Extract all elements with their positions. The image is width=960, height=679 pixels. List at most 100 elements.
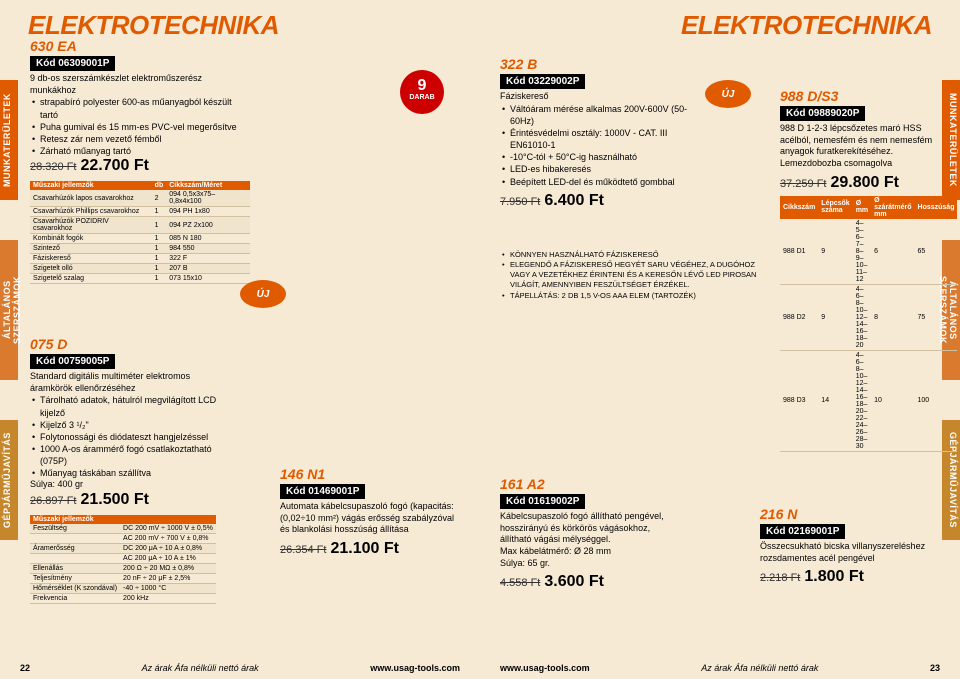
- td: AC 200 μA ÷ 10 A ± 1%: [120, 554, 216, 564]
- tab-r1: MUNKATERÜLETEK: [942, 80, 960, 200]
- td: 984 550: [166, 244, 250, 254]
- p630-b2: Puha gumival és 15 mm-es PVC-vel megerős…: [32, 121, 250, 133]
- td: Csavarhúzók lapos csavarokhoz: [30, 190, 152, 207]
- tab-gepjarmu: GÉPJÁRMŰJAVÍTÁS: [0, 420, 18, 540]
- b: LED-es hibakeresés: [502, 163, 700, 175]
- td: 1: [152, 234, 167, 244]
- page-title-right: ELEKTROTECHNIKA: [500, 10, 932, 41]
- td: Szintező: [30, 244, 152, 254]
- p075-title: 075 D: [30, 336, 240, 352]
- td: 094 0,5x3x75–0,8x4x100: [166, 190, 250, 207]
- b: Folytonossági és diódateszt hangjelzésse…: [32, 431, 240, 443]
- tab-altalanos: ÁLTALÁNOS SZERSZÁMOK: [0, 240, 18, 380]
- p161-title: 161 A2: [500, 476, 680, 492]
- p075-kod: Kód 00759005P: [30, 354, 115, 369]
- page-num-left: 22: [20, 663, 30, 673]
- p161-d3: Súlya: 65 gr.: [500, 558, 680, 570]
- td: 1: [152, 217, 167, 234]
- x: ELEGENDŐ A FÁZISKERESŐ HEGYÉT SARU VÉGÉH…: [502, 260, 760, 290]
- p216-title: 216 N: [760, 506, 930, 522]
- p216-old: 2.218 Ft: [760, 572, 800, 584]
- uj-badge-1: ÚJ: [240, 280, 286, 308]
- td: 1: [152, 254, 167, 264]
- td: DC 200 μA ÷ 10 A ± 0,8%: [120, 544, 216, 554]
- th: Műszaki jellemzők: [30, 515, 216, 524]
- td: [30, 554, 120, 564]
- p075-desc: Standard digitális multiméter elektromos…: [30, 371, 230, 394]
- b: Beépített LED-del és működtető gombbal: [502, 176, 700, 188]
- p322-bullets: Váltóáram mérése alkalmas 200V-600V (50-…: [502, 103, 700, 188]
- footer-note-r: Az árak Áfa nélküli nettó árak: [701, 663, 818, 673]
- p630-kod: Kód 06309001P: [30, 56, 115, 71]
- td: 094 PH 1x80: [166, 207, 250, 217]
- p630-b3: Retesz zár nem vezető fémből: [32, 133, 250, 145]
- td: 75: [915, 284, 958, 350]
- td: Frekvencia: [30, 594, 120, 604]
- b: 1000 A-os árammérő fogó csatlakoztatható…: [32, 443, 240, 467]
- td: 1: [152, 244, 167, 254]
- p075-table: Műszaki jellemzők FeszültségDC 200 mV ÷ …: [30, 515, 216, 604]
- p630-price: 22.700 Ft: [80, 157, 148, 174]
- p630-b1: strapabíró polyester 600-as műanyagból k…: [32, 96, 250, 120]
- b: Műanyag táskában szállítva: [32, 467, 240, 479]
- p322-price: 6.400 Ft: [544, 192, 604, 209]
- td: 20 nF ÷ 20 μF ± 2,5%: [120, 574, 216, 584]
- td: 4–6–8–10–12–14–16–18–20: [853, 284, 871, 350]
- td: -40 ÷ 1000 °C: [120, 584, 216, 594]
- td: 4–6–8–10–12–14–16–18–20–22–24–26–28–30: [853, 350, 871, 451]
- p216-price: 1.800 Ft: [804, 568, 864, 585]
- badge-num: 9: [418, 77, 427, 94]
- p075-weight: Súlya: 400 gr: [30, 479, 230, 491]
- td: Feszültség: [30, 524, 120, 534]
- p216-kod: Kód 02169001P: [760, 524, 845, 539]
- p161-d2: Max kábelátmérő: Ø 28 mm: [500, 546, 680, 558]
- td: Fáziskereső: [30, 254, 152, 264]
- p630-title: 630 EA: [30, 38, 250, 54]
- td: Áramerősség: [30, 544, 120, 554]
- td: 9: [818, 219, 852, 285]
- p988-price: 29.800 Ft: [830, 174, 898, 191]
- p161-old: 4.558 Ft: [500, 577, 540, 589]
- p146-price: 21.100 Ft: [330, 540, 398, 557]
- p322-kod: Kód 03229002P: [500, 74, 585, 89]
- td: Teljesítmény: [30, 574, 120, 584]
- td: 2: [152, 190, 167, 207]
- b: Érintésvédelmi osztály: 1000V - CAT. III…: [502, 127, 700, 151]
- p322-title: 322 B: [500, 56, 700, 72]
- tab-munkateruletek: MUNKATERÜLETEK: [0, 80, 18, 200]
- td: 085 N 180: [166, 234, 250, 244]
- p146-old: 26.354 Ft: [280, 544, 326, 556]
- td: 094 PZ 2x100: [166, 217, 250, 234]
- td: AC 200 mV ÷ 700 V ± 0,8%: [120, 534, 216, 544]
- uj-badge-2: ÚJ: [705, 80, 751, 108]
- td: 9: [818, 284, 852, 350]
- page-num-right: 23: [930, 663, 940, 673]
- b: Kijelző 3 ¹/₂": [32, 419, 240, 431]
- p322-desc: Fáziskereső: [500, 91, 700, 103]
- td: 14: [818, 350, 852, 451]
- p322-old: 7.950 Ft: [500, 196, 540, 208]
- b: Tárolható adatok, hátulról megvilágított…: [32, 394, 240, 418]
- td: DC 200 mV ÷ 1000 V ± 0,5%: [120, 524, 216, 534]
- p322-extra: KÖNNYEN HASZNÁLHATÓ FÁZISKERESŐ ELEGENDŐ…: [502, 250, 760, 301]
- th: Hosszúság: [915, 196, 958, 219]
- th: Lépcsők száma: [818, 196, 852, 219]
- b: Váltóáram mérése alkalmas 200V-600V (50-…: [502, 103, 700, 127]
- td: Szigetelt olló: [30, 264, 152, 274]
- td: 10: [871, 350, 914, 451]
- p630-old: 28.320 Ft: [30, 161, 76, 173]
- td: Kombinált fogók: [30, 234, 152, 244]
- p161-desc: Kábelcsupaszoló fogó állítható pengével,…: [500, 511, 680, 546]
- th: db: [152, 181, 167, 190]
- p075-bullets: Tárolható adatok, hátulról megvilágított…: [32, 394, 240, 479]
- th: Ø mm: [853, 196, 871, 219]
- td: 988 D2: [780, 284, 818, 350]
- p630-table: Műszaki jellemzőkdbCikkszám/Méret Csavar…: [30, 181, 250, 284]
- p630-desc: 9 db-os szerszámkészlet elektroműszerész…: [30, 73, 230, 96]
- td: Ellenállás: [30, 564, 120, 574]
- td: 988 D1: [780, 219, 818, 285]
- p161-kod: Kód 01619002P: [500, 494, 585, 509]
- b: -10°C-tól + 50°C-ig használható: [502, 151, 700, 163]
- p146-title: 146 N1: [280, 466, 460, 482]
- td: 4–5–6–7–8–9–10–11–12: [853, 219, 871, 285]
